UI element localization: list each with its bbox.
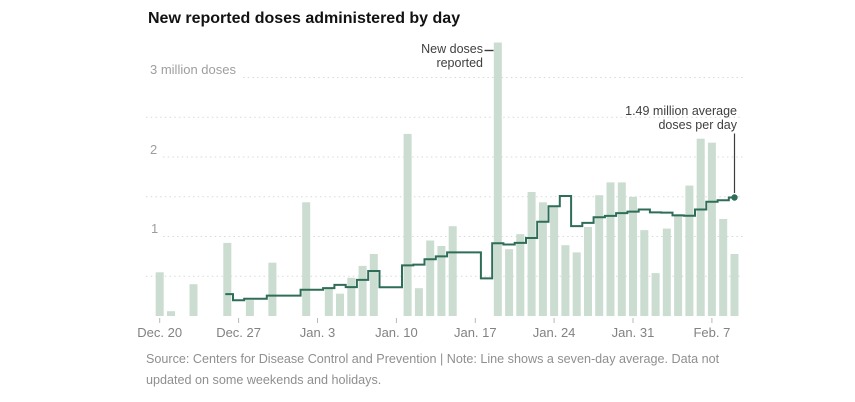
annotation-average-line2: doses per day	[658, 117, 737, 132]
chart-title: New reported doses administered by day	[148, 10, 461, 27]
bar-Jan. 29	[606, 182, 615, 316]
bar-Feb. 3	[662, 228, 671, 317]
annotation-new-doses: New doses reported	[421, 42, 483, 70]
seven-day-average-line	[225, 195, 735, 302]
bar-Jan. 6	[347, 277, 356, 316]
bar-Dec. 28	[245, 300, 254, 316]
x-axis-tick-label: Feb. 7	[693, 325, 731, 340]
bar-Jan. 19	[493, 42, 502, 316]
source-note: Source: Centers for Disease Control and …	[146, 349, 719, 391]
y-axis-label-1: 1	[151, 221, 163, 236]
x-axis-tick-label: Dec. 20	[137, 325, 183, 340]
bar-Feb. 2	[651, 273, 660, 316]
bar-Jan. 27	[584, 227, 592, 316]
bar-Jan. 30	[617, 182, 626, 316]
annotation-average-line1: 1.49 million average	[625, 104, 737, 118]
bar-Jan. 28	[595, 195, 604, 316]
bar-Jan. 8	[369, 254, 378, 316]
bar-Feb. 8	[719, 219, 728, 316]
x-axis-tick-label: Jan. 31	[611, 325, 655, 340]
x-axis-tick-label: Jan. 24	[532, 325, 576, 340]
x-axis-tick-label: Dec. 27	[216, 325, 261, 340]
average-endpoint-dot	[731, 194, 738, 201]
annotation-new-doses-line1: New doses	[421, 42, 483, 56]
bar-Jan. 31	[629, 196, 637, 317]
bar-Jan. 21	[516, 234, 525, 316]
bar-Jan. 24	[550, 207, 559, 316]
bar-Jan. 22	[527, 192, 536, 316]
bar-Jan. 14	[437, 246, 446, 316]
bar-Feb. 6	[696, 138, 705, 316]
y-axis-label-3-million: 3 million doses	[150, 62, 240, 77]
bar-Jan. 23	[538, 202, 547, 316]
source-note-line1: Source: Centers for Disease Control and …	[146, 352, 720, 366]
source-note-line2: updated on some weekends and holidays.	[146, 373, 382, 387]
bar-Dec. 21	[167, 311, 175, 316]
bar-Feb. 7	[707, 142, 716, 316]
bar-Dec. 20	[155, 272, 164, 316]
bar-Jan. 7	[358, 265, 367, 316]
bar-Feb. 4	[674, 214, 683, 316]
bar-Dec. 23	[189, 284, 198, 316]
annotation-average-doses: 1.49 million average doses per day	[625, 104, 737, 132]
bar-Jan. 12	[414, 288, 423, 316]
bar-Jan. 26	[572, 252, 581, 316]
bar-Jan. 25	[561, 245, 570, 316]
bar-Jan. 20	[505, 249, 514, 316]
bar-Jan. 13	[426, 240, 435, 316]
bar-Jan. 5	[336, 293, 344, 316]
bar-Jan. 2	[302, 202, 311, 316]
annotation-new-doses-line2: reported	[436, 55, 483, 70]
bar-Jan. 11	[403, 133, 412, 316]
x-axis-tick-label: Jan. 17	[453, 325, 497, 340]
bar-Feb. 1	[640, 230, 649, 316]
bar-Dec. 26	[223, 242, 232, 316]
bar-Dec. 30	[268, 262, 277, 316]
bar-Feb. 9	[730, 254, 739, 316]
bar-Feb. 5	[685, 185, 694, 316]
x-axis-tick-label: Jan. 3	[299, 325, 336, 340]
bar-Jan. 4	[324, 287, 333, 316]
y-axis-label-2: 2	[150, 142, 162, 157]
x-axis-tick-label: Jan. 10	[375, 325, 418, 340]
bar-Jan. 15	[448, 226, 457, 316]
